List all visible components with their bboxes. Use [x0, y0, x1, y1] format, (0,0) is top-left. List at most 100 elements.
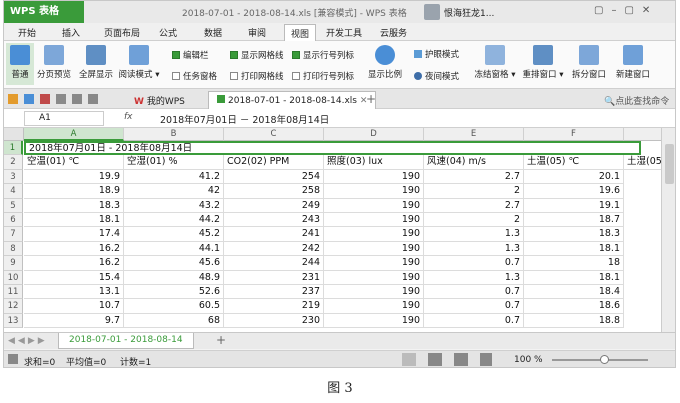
number-cell[interactable]: 19.6 — [524, 184, 624, 199]
menu-tab[interactable]: 页面布局 — [104, 29, 141, 39]
number-cell[interactable]: 242 — [224, 241, 324, 257]
number-cell[interactable]: 2 — [424, 184, 524, 199]
row-header[interactable]: 11 — [4, 285, 23, 300]
number-cell[interactable]: 17.4 — [24, 227, 124, 242]
number-cell[interactable]: 18.8 — [524, 313, 624, 329]
ribbon-button[interactable]: 普通 — [6, 43, 34, 85]
number-cell[interactable]: 18.1 — [524, 270, 624, 285]
ribbon-button[interactable]: 冻结窗格 ▾ — [472, 43, 518, 80]
ribbon-button[interactable]: 拆分窗口 — [568, 43, 610, 80]
spreadsheet-grid[interactable]: A B C D E F 1 2018年07月01日 - 2018年08月14日 2 空温(01) … — [4, 128, 661, 332]
menu-tab[interactable]: 开始 — [18, 29, 37, 39]
number-cell[interactable]: 16.2 — [24, 241, 124, 257]
ribbon-button[interactable]: 分页预览 — [34, 43, 74, 80]
header-cell[interactable]: 照度(03) lux — [324, 155, 424, 170]
number-cell[interactable]: 9.7 — [24, 313, 124, 329]
checkbox[interactable]: 显示网格线 — [230, 49, 284, 61]
search-commands[interactable]: 🔍点此查找命令 — [604, 97, 670, 107]
number-cell[interactable]: 190 — [324, 299, 424, 314]
column-header[interactable]: D — [324, 128, 424, 141]
merged-title-cell[interactable]: 2018年07月01日 - 2018年08月14日 — [24, 141, 641, 156]
number-cell[interactable]: 44.1 — [124, 241, 224, 257]
menu-tab[interactable]: 数据 — [204, 29, 223, 39]
home-tab[interactable]: W 我的WPS — [134, 97, 185, 107]
formula-content[interactable]: 2018年07月01日 － 2018年08月14日 — [160, 115, 330, 126]
number-cell[interactable]: 244 — [224, 256, 324, 271]
column-header[interactable] — [624, 128, 661, 141]
ribbon-button[interactable]: 夜间模式 — [414, 70, 459, 82]
number-cell[interactable]: 41.2 — [124, 169, 224, 185]
number-cell[interactable]: 10.7 — [24, 299, 124, 314]
number-cell[interactable]: 0.7 — [424, 299, 524, 314]
number-cell[interactable]: 43.2 — [124, 198, 224, 213]
menu-tab[interactable]: 审阅 — [248, 29, 267, 39]
menu-tab-active[interactable]: 视图 — [284, 24, 317, 41]
number-cell[interactable]: 190 — [324, 227, 424, 242]
user-name[interactable]: 恨海狂龙1... — [444, 9, 495, 19]
fx-button[interactable]: fx — [124, 112, 133, 122]
header-cell[interactable]: 空温(01) ℃ — [24, 155, 124, 170]
checkbox[interactable]: 打印网格线 — [230, 70, 284, 82]
ribbon-button[interactable]: 阅读模式 ▾ — [116, 43, 162, 80]
column-header[interactable]: F — [524, 128, 624, 141]
column-header[interactable]: C — [224, 128, 324, 141]
avatar[interactable] — [424, 4, 440, 20]
status-zoom[interactable]: 100 % — [514, 355, 543, 365]
number-cell[interactable]: 249 — [224, 198, 324, 213]
view-switch[interactable] — [402, 353, 492, 366]
ribbon-button[interactable]: 护眼模式 — [414, 48, 459, 60]
corner[interactable] — [4, 128, 24, 141]
number-cell[interactable]: 18.1 — [524, 241, 624, 257]
row-header[interactable]: 2 — [4, 155, 23, 170]
number-cell[interactable]: 230 — [224, 313, 324, 329]
ribbon-button[interactable]: 全屏显示 — [76, 43, 116, 80]
number-cell[interactable]: 18.1 — [24, 213, 124, 228]
row-header[interactable]: 1 — [4, 141, 23, 156]
number-cell[interactable]: 20.1 — [524, 169, 624, 185]
number-cell[interactable]: 52.6 — [124, 285, 224, 300]
checkbox[interactable]: 任务窗格 — [172, 70, 217, 82]
column-header[interactable]: A — [24, 128, 124, 141]
column-header[interactable]: E — [424, 128, 524, 141]
row-header[interactable]: 13 — [4, 313, 23, 329]
number-cell[interactable]: 258 — [224, 184, 324, 199]
number-cell[interactable]: 48.9 — [124, 270, 224, 285]
number-cell[interactable]: 190 — [324, 213, 424, 228]
sheet-nav[interactable]: ◀◀▶▶ — [8, 336, 48, 346]
number-cell[interactable]: 190 — [324, 256, 424, 271]
number-cell[interactable]: 190 — [324, 198, 424, 213]
menu-tab[interactable]: 云服务 — [380, 29, 408, 39]
header-cell[interactable]: CO2(02) PPM — [224, 155, 324, 170]
number-cell[interactable]: 2.7 — [424, 198, 524, 213]
number-cell[interactable]: 18.7 — [524, 213, 624, 228]
number-cell[interactable]: 2 — [424, 213, 524, 228]
number-cell[interactable]: 190 — [324, 241, 424, 257]
sheet-tab[interactable]: 2018-07-01 - 2018-08-14 — [58, 333, 194, 349]
number-cell[interactable]: 1.3 — [424, 241, 524, 257]
ribbon-button[interactable]: 显示比例 — [364, 43, 406, 80]
number-cell[interactable]: 190 — [324, 313, 424, 329]
number-cell[interactable]: 254 — [224, 169, 324, 185]
vertical-scrollbar[interactable] — [661, 128, 675, 332]
number-cell[interactable]: 219 — [224, 299, 324, 314]
number-cell[interactable]: 190 — [324, 285, 424, 300]
number-cell[interactable]: 18.3 — [524, 227, 624, 242]
number-cell[interactable]: 45.2 — [124, 227, 224, 242]
row-header[interactable]: 10 — [4, 270, 23, 285]
header-cell[interactable]: 土湿(05 — [624, 155, 661, 170]
row-header[interactable]: 8 — [4, 241, 23, 257]
row-header[interactable]: 3 — [4, 169, 23, 185]
number-cell[interactable]: 231 — [224, 270, 324, 285]
number-cell[interactable]: 42 — [124, 184, 224, 199]
number-cell[interactable]: 18.3 — [24, 198, 124, 213]
number-cell[interactable]: 0.7 — [424, 313, 524, 329]
number-cell[interactable]: 18 — [524, 256, 624, 271]
menu-tab[interactable]: 插入 — [62, 29, 81, 39]
row-header[interactable]: 12 — [4, 299, 23, 314]
header-cell[interactable]: 风速(04) m/s — [424, 155, 524, 170]
ribbon-button[interactable]: 重排窗口 ▾ — [520, 43, 566, 80]
add-sheet[interactable]: + — [216, 333, 227, 347]
number-cell[interactable]: 19.1 — [524, 198, 624, 213]
file-tab[interactable]: 2018-07-01 - 2018-08-14.xls ✕ — [208, 91, 377, 109]
app-menu-button[interactable]: WPS 表格 — [4, 1, 84, 23]
